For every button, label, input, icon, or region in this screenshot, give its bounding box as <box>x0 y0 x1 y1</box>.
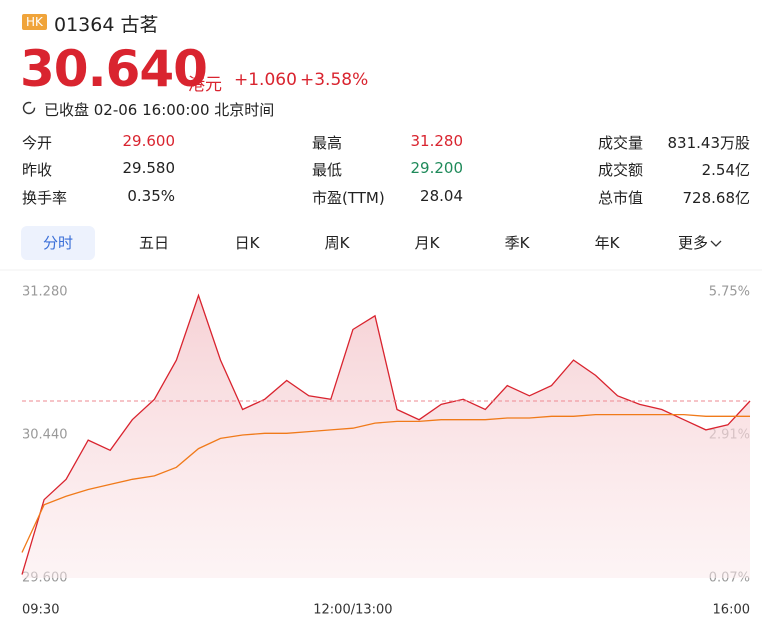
tab[interactable]: 日K <box>234 234 260 252</box>
stat-value: 29.200 <box>410 159 464 177</box>
y2-tick-label: 5.75% <box>709 285 750 300</box>
stat-label: 昨收 <box>22 161 53 179</box>
tab[interactable]: 分时 <box>21 226 95 260</box>
stat-label: 总市值 <box>598 189 644 207</box>
stat-label: 今开 <box>22 134 53 152</box>
chevron <box>710 240 722 247</box>
stat-value: 728.68亿 <box>682 189 751 207</box>
status: 已收盘 02-06 16:00:00 北京时间 <box>44 101 275 119</box>
stat-value: 2.54亿 <box>701 161 750 179</box>
tab[interactable]: 周K <box>324 234 350 252</box>
code: 01364 <box>54 14 115 36</box>
tab[interactable]: 更多 <box>663 226 737 260</box>
stock-code: 01364 古茗 <box>54 10 159 37</box>
x-tick-label: 09:30 <box>22 603 59 618</box>
stat-label: 最高 <box>312 134 343 152</box>
price-line <box>21 293 751 575</box>
stat-label: 换手率 <box>22 189 68 207</box>
stat-value: 31.280 <box>410 132 464 150</box>
status-icon <box>22 101 36 115</box>
stock-name: 古茗 <box>120 14 159 36</box>
stat-value: 28.04 <box>420 187 463 205</box>
y-tick-label: 30.440 <box>22 428 68 443</box>
tab[interactable]: 月K <box>414 234 440 252</box>
stat-value: 831.43万股 <box>667 134 751 152</box>
x-tick-label: 12:00/13:00 <box>313 603 392 618</box>
stat-value: 0.35% <box>127 187 175 205</box>
stat-label: 最低 <box>312 161 343 179</box>
price: 30.640 <box>20 40 208 98</box>
change: +1.060 <box>234 70 297 90</box>
stat-label: 成交额 <box>598 161 644 179</box>
tab[interactable]: 五日 <box>138 234 169 252</box>
change-pct: +3.58% <box>300 70 369 90</box>
tab[interactable]: 季K <box>504 234 530 252</box>
currency: 港元 <box>188 75 222 95</box>
avg-line <box>21 413 750 553</box>
stat-label: 市盈(TTM) <box>312 189 385 207</box>
tab[interactable]: 年K <box>594 234 620 252</box>
stat-label: 成交量 <box>598 134 644 152</box>
market-badge: HK <box>22 14 47 30</box>
x-tick-label: 16:00 <box>713 603 750 618</box>
stat-value: 29.580 <box>122 159 176 177</box>
price-area <box>22 295 750 578</box>
stat-value: 29.600 <box>122 132 176 150</box>
y-tick-label: 31.280 <box>22 285 68 300</box>
